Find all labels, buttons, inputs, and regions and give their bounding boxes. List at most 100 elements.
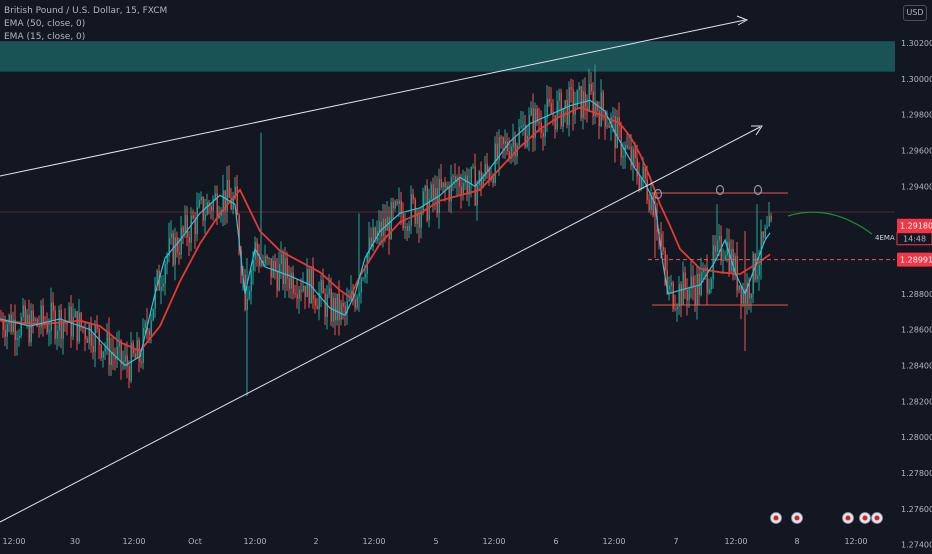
candle-body [678, 284, 680, 307]
candle-body [118, 340, 120, 347]
candle-body [76, 311, 78, 342]
currency-button[interactable]: USD [903, 5, 927, 21]
candle-body [18, 335, 20, 338]
prev-close-label: 1.28991 [900, 256, 932, 265]
x-tick-label: 12:00 [362, 537, 385, 546]
candle-body [152, 308, 154, 321]
candle-body [512, 138, 514, 147]
candle-body [156, 270, 158, 285]
candle-body [258, 253, 260, 266]
candle-body [268, 258, 270, 260]
candle-body [712, 245, 714, 279]
candle-body [618, 117, 620, 126]
candle-body [514, 138, 516, 157]
candle-body [246, 298, 248, 310]
candle-body [144, 322, 146, 328]
candle-body [346, 301, 348, 313]
candle-body [338, 293, 340, 320]
candle-body [596, 102, 598, 111]
event-icon-dot [794, 515, 800, 521]
ema50-legend[interactable]: EMA (50, close, 0) [4, 19, 86, 29]
lower-trend-line[interactable] [0, 126, 761, 523]
prev-close-badge[interactable] [897, 252, 932, 267]
candle-body [106, 331, 108, 349]
candle-body [260, 261, 262, 266]
candle-body [570, 87, 572, 90]
resistance-zone[interactable] [0, 41, 895, 72]
candle-body [642, 166, 644, 178]
top-marker[interactable] [753, 184, 763, 196]
candle-body [2, 319, 4, 330]
candle-body [722, 259, 724, 261]
candle-body [462, 182, 464, 194]
candle-body [454, 176, 456, 182]
candle-body [584, 91, 586, 108]
candle-body [336, 293, 338, 321]
candle-body [344, 306, 346, 313]
candle-body [558, 92, 560, 101]
candle-body [174, 237, 176, 265]
ema50-line [0, 106, 771, 353]
candle-body [554, 114, 556, 130]
candle-body [196, 207, 198, 235]
upper-trend-line[interactable] [0, 19, 746, 177]
candle-body [486, 163, 488, 171]
symbol-title[interactable]: British Pound / U.S. Dollar, 15, FXCM [4, 6, 168, 16]
top-marker[interactable] [653, 188, 663, 200]
candle-body [238, 214, 240, 251]
candle-body [256, 242, 258, 254]
candle-body [188, 237, 190, 243]
candle-body [418, 212, 420, 228]
lower-arrow-head [751, 125, 763, 136]
candle-body [354, 299, 356, 308]
candle-body [546, 98, 548, 118]
candle-body [362, 277, 364, 279]
candle-body [356, 296, 358, 308]
candle-body [664, 250, 666, 270]
candle-body [204, 214, 206, 221]
candle-body [372, 227, 374, 248]
candle-body [598, 110, 600, 127]
candle-body [56, 330, 58, 339]
candle-body [60, 309, 62, 339]
candle-body [444, 182, 446, 188]
candle-body [520, 126, 522, 128]
candle-body [602, 92, 604, 112]
candle-body [502, 137, 504, 145]
candle-body [752, 253, 754, 295]
candle-body [680, 284, 682, 305]
candle-body [496, 143, 498, 160]
candle-body [298, 289, 300, 299]
top-marker[interactable] [715, 184, 725, 196]
candle-body [732, 248, 734, 276]
candle-body [20, 317, 22, 336]
candle-body [114, 355, 116, 360]
x-tick-label: 12:00 [243, 537, 266, 546]
candle-body [400, 200, 402, 215]
candle-body [184, 215, 186, 233]
candle-body [544, 117, 546, 137]
y-tick-label: 1.29800 [901, 111, 932, 120]
candle-body [12, 319, 14, 332]
candle-body [460, 186, 462, 194]
candle-body [660, 234, 662, 247]
candle-body [312, 266, 314, 300]
candle-body [634, 148, 636, 159]
candle-body [254, 242, 256, 260]
projection-curve[interactable] [787, 211, 873, 235]
candle-body [334, 297, 336, 321]
candle-body [28, 314, 30, 343]
last-price-badge[interactable] [897, 218, 932, 233]
candle-body [420, 212, 422, 228]
candle-body [484, 163, 486, 178]
annotation-4ema[interactable]: 4EMA [875, 234, 895, 242]
candle-body [622, 156, 624, 158]
candle-body [4, 329, 6, 337]
ema15-legend[interactable]: EMA (15, close, 0) [4, 32, 86, 42]
candle-body [394, 201, 396, 209]
candle-body [550, 103, 552, 114]
candle-body [62, 322, 64, 339]
candle-body [102, 351, 104, 358]
